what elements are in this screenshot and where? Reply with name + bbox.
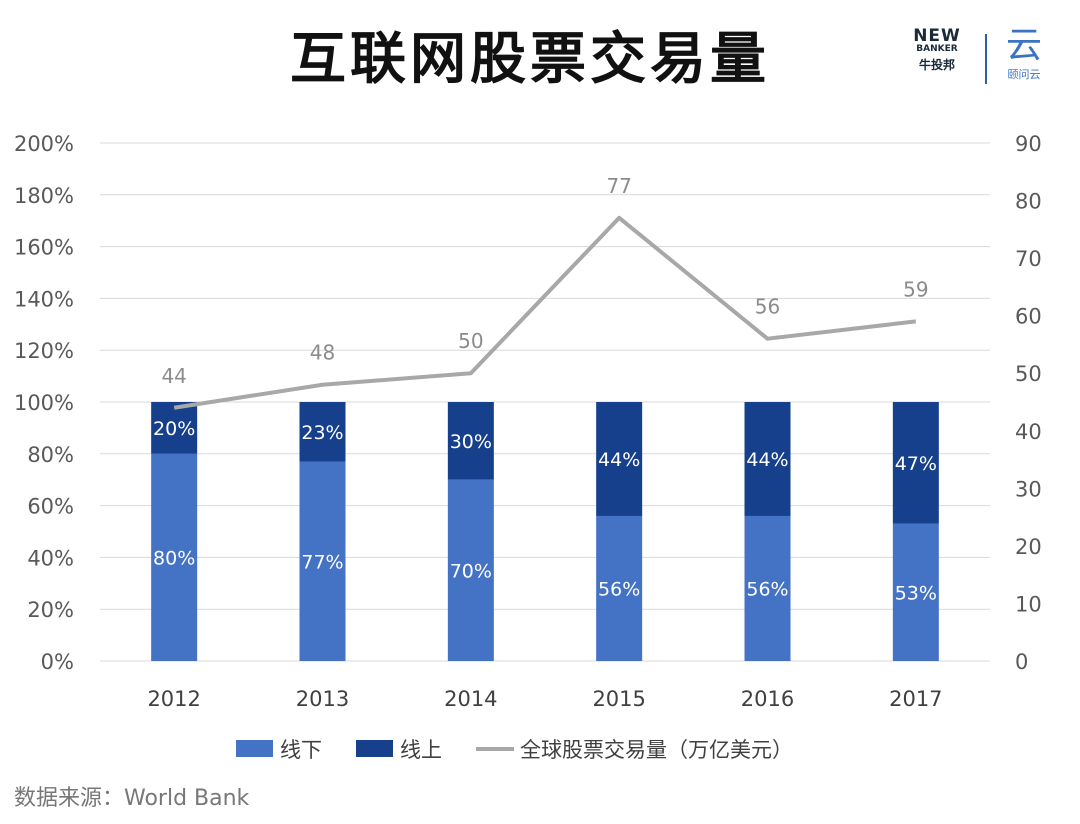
- y-left-tick-label: 0%: [41, 650, 74, 674]
- bar-offline-label: 56%: [746, 578, 788, 600]
- y-right-tick-label: 10: [1015, 592, 1042, 616]
- bar-offline-label: 53%: [895, 582, 937, 604]
- bar-online-label: 20%: [153, 418, 195, 440]
- bar-offline: [744, 515, 791, 661]
- bar-offline: [596, 515, 643, 661]
- x-tick-label: 2017: [889, 687, 942, 711]
- bar-offline: [299, 461, 346, 661]
- volume-line: [173, 215, 917, 410]
- y-right-tick-label: 40: [1015, 420, 1042, 444]
- bar-offline-label: 80%: [153, 547, 195, 569]
- partner-logo-name: 颐问云: [1007, 68, 1041, 81]
- source-note: 数据来源：World Bank: [14, 786, 250, 811]
- y-left-tick-label: 160%: [14, 236, 74, 260]
- y-right-tick-label: 20: [1015, 535, 1042, 559]
- logo-brand-en: NEW: [913, 26, 961, 46]
- x-tick-label: 2012: [147, 687, 200, 711]
- logo-divider: [985, 34, 987, 84]
- y-left-tick-label: 180%: [14, 184, 74, 208]
- y-right-tick-label: 30: [1015, 477, 1042, 501]
- y-left-tick-label: 200%: [14, 132, 74, 156]
- bar-offline: [447, 479, 494, 661]
- bar-online: [151, 402, 198, 454]
- y-left-tick-label: 80%: [27, 443, 74, 467]
- bar-online: [447, 402, 494, 480]
- volume-point-label: 59: [903, 277, 928, 301]
- bar-offline: [892, 523, 939, 661]
- bar-online: [596, 402, 643, 516]
- newbanker-logo: NEW BANKER 牛投邦: [903, 26, 971, 73]
- legend-swatch-online: [356, 740, 393, 757]
- y-left-tick-label: 100%: [14, 391, 74, 415]
- legend-label-online: 线上: [400, 738, 442, 762]
- partner-logo-glyph: 云: [1005, 25, 1042, 66]
- bar-online-label: 47%: [895, 453, 937, 475]
- y-right-tick-label: 50: [1015, 362, 1042, 386]
- y-right-tick-label: 60: [1015, 305, 1042, 329]
- bar-online: [744, 402, 791, 516]
- y-left-tick-label: 20%: [27, 598, 74, 622]
- volume-point-label: 77: [606, 174, 631, 198]
- legend-label-line: 全球股票交易量（万亿美元）: [520, 738, 793, 762]
- bar-online-label: 30%: [450, 431, 492, 453]
- logo-area: NEW BANKER 牛投邦 云 颐问云: [903, 26, 1053, 92]
- y-right-tick-label: 0: [1015, 650, 1028, 674]
- bar-online: [892, 402, 939, 524]
- bar-offline-label: 70%: [450, 560, 492, 582]
- volume-point-label: 50: [458, 329, 483, 353]
- y-left-tick-label: 60%: [27, 495, 74, 519]
- bar-online: [299, 402, 346, 462]
- volume-point-label: 56: [755, 295, 780, 319]
- x-tick-label: 2015: [592, 687, 645, 711]
- y-left-tick-label: 140%: [14, 287, 74, 311]
- logo-brand-en2: BANKER: [916, 44, 958, 54]
- volume-point-label: 44: [161, 364, 186, 388]
- x-tick-label: 2016: [741, 687, 794, 711]
- volume-point-label: 48: [310, 341, 335, 365]
- legend-swatch-offline: [236, 740, 273, 757]
- y-right-tick-label: 90: [1015, 132, 1042, 156]
- bar-offline-label: 56%: [598, 578, 640, 600]
- bar-offline-label: 77%: [301, 551, 343, 573]
- y-left-tick-label: 40%: [27, 546, 74, 570]
- stacked-bar-line-chart: 0% 20% 40% 60% 80% 100% 120% 140% 160% 180% 200% 0 1…: [14, 132, 1042, 762]
- partner-logo: 云 颐问云: [999, 26, 1049, 82]
- logo-brand-cn: 牛投邦: [918, 58, 955, 72]
- y-right-tick-label: 70: [1015, 247, 1042, 271]
- legend-label-offline: 线下: [280, 738, 322, 762]
- bar-online-label: 44%: [746, 449, 788, 471]
- y-right-tick-label: 80: [1015, 190, 1042, 214]
- page-title: 互联网股票交易量: [290, 27, 770, 92]
- bar-online-label: 23%: [301, 422, 343, 444]
- bar-offline: [151, 453, 198, 661]
- bar-online-label: 44%: [598, 449, 640, 471]
- y-left-tick-label: 120%: [14, 339, 74, 363]
- x-tick-label: 2014: [444, 687, 497, 711]
- x-tick-label: 2013: [296, 687, 349, 711]
